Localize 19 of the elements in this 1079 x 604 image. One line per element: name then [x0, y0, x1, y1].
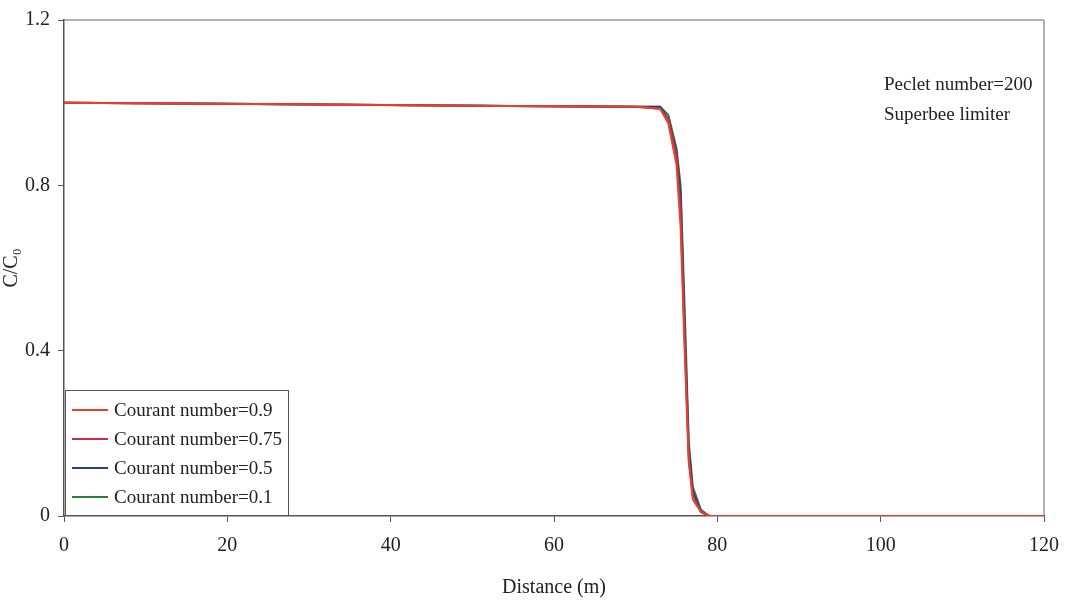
x-tick-label: 40: [380, 533, 401, 556]
legend-label: Courant number=0.5: [114, 456, 273, 479]
legend-label: Courant number=0.75: [114, 427, 282, 450]
x-tick-label: 60: [544, 533, 564, 556]
legend-label: Courant number=0.9: [114, 398, 273, 421]
y-tick-label: 1.2: [25, 7, 50, 30]
y-tick-label: 0.8: [25, 172, 50, 195]
x-axis-title: Distance (m): [502, 575, 606, 599]
x-tick-label: 0: [59, 533, 69, 556]
x-tick-label: 80: [707, 533, 728, 556]
y-tick-label: 0: [40, 503, 50, 526]
x-tick-label: 120: [1029, 533, 1059, 556]
y-tick-label: 0.4: [25, 337, 50, 360]
x-tick-label: 100: [865, 533, 896, 556]
y-axis-title: C/C₀: [0, 248, 22, 288]
x-tick-label: 20: [217, 533, 238, 556]
legend-label: Courant number=0.1: [114, 485, 273, 508]
annotation: Superbee limiter: [884, 102, 1011, 124]
annotation: Peclet number=200: [884, 72, 1033, 94]
